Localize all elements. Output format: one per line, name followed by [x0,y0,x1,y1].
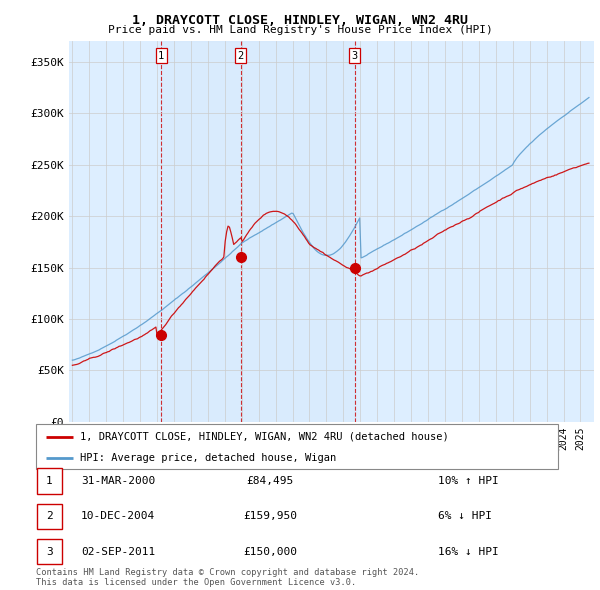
Text: 31-MAR-2000: 31-MAR-2000 [81,476,155,486]
Text: 1: 1 [158,51,164,61]
Bar [161,41,355,422]
FancyBboxPatch shape [37,468,62,494]
FancyBboxPatch shape [37,539,62,565]
Text: 2: 2 [238,51,244,61]
FancyBboxPatch shape [36,424,558,469]
Text: £150,000: £150,000 [243,547,297,556]
Text: £84,495: £84,495 [247,476,293,486]
Text: HPI: Average price, detached house, Wigan: HPI: Average price, detached house, Wiga… [80,453,337,463]
Text: 16% ↓ HPI: 16% ↓ HPI [438,547,499,556]
Text: Price paid vs. HM Land Registry's House Price Index (HPI): Price paid vs. HM Land Registry's House … [107,25,493,35]
Text: 1: 1 [46,476,53,486]
Text: Contains HM Land Registry data © Crown copyright and database right 2024.
This d: Contains HM Land Registry data © Crown c… [36,568,419,587]
Text: 1, DRAYCOTT CLOSE, HINDLEY, WIGAN, WN2 4RU (detached house): 1, DRAYCOTT CLOSE, HINDLEY, WIGAN, WN2 4… [80,432,449,442]
Text: 3: 3 [352,51,358,61]
FancyBboxPatch shape [37,503,62,529]
Text: £159,950: £159,950 [243,512,297,521]
Text: 1, DRAYCOTT CLOSE, HINDLEY, WIGAN, WN2 4RU: 1, DRAYCOTT CLOSE, HINDLEY, WIGAN, WN2 4… [132,14,468,27]
Text: 02-SEP-2011: 02-SEP-2011 [81,547,155,556]
Text: 10% ↑ HPI: 10% ↑ HPI [438,476,499,486]
Text: 6% ↓ HPI: 6% ↓ HPI [438,512,492,521]
Text: 2: 2 [46,512,53,521]
Text: 10-DEC-2004: 10-DEC-2004 [81,512,155,521]
Text: 3: 3 [46,547,53,556]
